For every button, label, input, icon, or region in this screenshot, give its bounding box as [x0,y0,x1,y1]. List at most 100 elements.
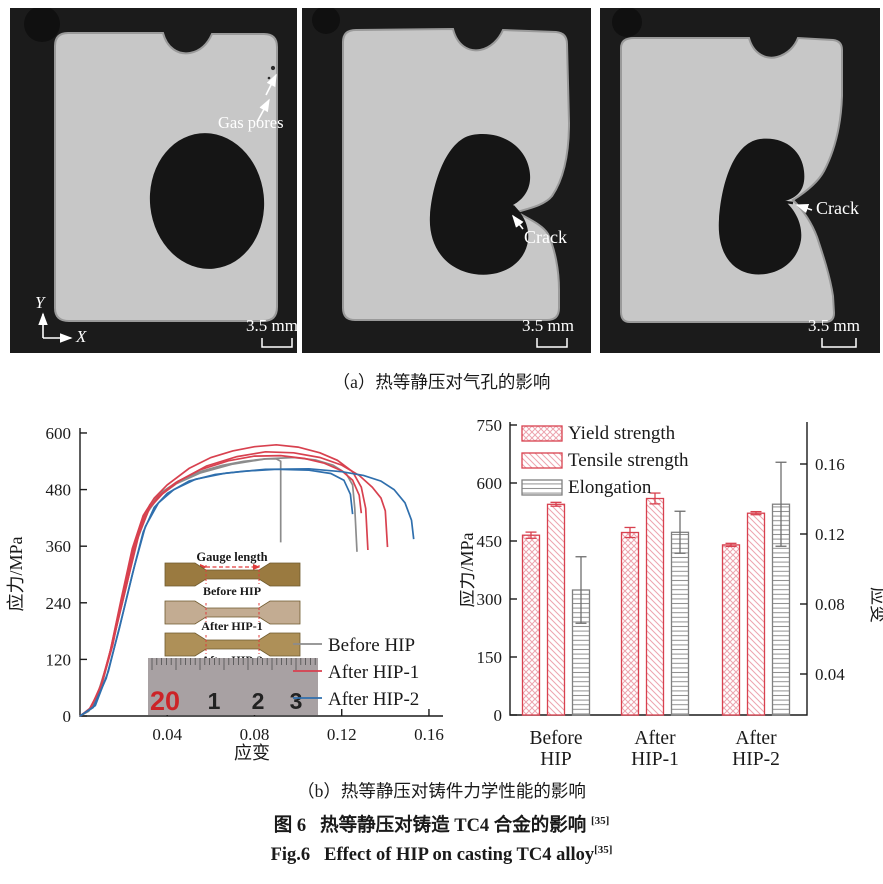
category-label: HIP-2 [732,749,780,770]
category-label: After [634,728,676,749]
mechanical-properties-bar-chart: 0 150 300 450 600 750 0.04 0.08 0.12 0.16 应力/MPa 应变… [460,416,883,770]
scale-bar-label: 3.5 mm [808,316,860,335]
curve-after-hip-2 [79,467,415,717]
scale-bar-label: 3.5 mm [522,316,574,335]
gas-pores-arrow [256,98,270,123]
ruler-number: 3 [290,688,303,714]
left-tick-label: 300 [477,590,503,609]
gas-pore-dot [270,65,276,71]
shrinkage-pore [429,134,531,275]
category-label: Before [529,728,582,749]
x-tick-label: 0.16 [414,725,444,744]
legend-label: Yield strength [568,423,676,444]
scale-bar-label: 3.5 mm [246,316,298,335]
ct-image-after-hip-2: Crack 3.5 mm [600,8,880,353]
bar-yield-strength [620,531,640,716]
x-axis-label: X [76,327,87,346]
ruler-number: 20 [150,686,180,716]
y-tick-label: 240 [46,594,72,613]
y-tick-label: 360 [46,537,72,556]
reference-mark: [35] [594,844,613,856]
y-tick-label: 120 [46,650,72,669]
right-axis-title: 应变 [868,587,883,623]
gauge-length-label: Gauge length [196,550,267,564]
bar-tensile-strength [645,497,665,716]
bar-yield-strength [721,544,741,716]
y-tick-label: 0 [63,707,72,726]
shrinkage-pore [149,133,265,269]
plot-area: 0 150 300 450 600 750 0.04 0.08 0.12 0.16 应力/MPa 应变… [460,416,883,770]
ct-image-after-hip-1: Crack 3.5 mm [302,8,591,353]
gas-pore-dot [267,76,271,80]
left-tick-label: 750 [477,416,503,435]
shrinkage-pore [718,138,805,275]
crack-line [784,200,794,205]
bar-yield-strength [521,534,541,716]
dark-blob [612,8,642,37]
category-label: HIP-1 [631,749,679,770]
legend-label: Before HIP [328,635,415,656]
caption-b: （b）热等静压对铸件力学性能的影响 [297,781,586,801]
ct-image-before-hip: Gas pores 3.5 mm Y X [10,8,298,353]
caption-a: （a）热等静压对气孔的影响 [332,372,551,392]
y-axis-title: 应力/MPa [6,536,26,611]
crack-line [512,205,521,215]
figure-caption-cn: 图 6 热等静压对铸造 TC4 合金的影响 [35] [0,811,883,837]
scale-bar-bracket [821,338,857,348]
figure-number-en: Fig.6 [270,845,311,866]
x-tick-label: 0.08 [240,725,270,744]
crack-label: Crack [524,227,567,247]
x-tick-label: 0.04 [152,725,182,744]
figure-caption-en: Fig.6 Effect of HIP on casting TC4 alloy[… [0,844,883,866]
left-tick-label: 150 [477,648,503,667]
curve-after-hip-1 [79,454,363,717]
y-axis-label: Y [35,293,45,312]
specimen-label: Before HIP [203,584,261,598]
gas-pores-label: Gas pores [218,113,284,132]
figure-title-cn: 热等静压对铸造 TC4 合金的影响 [320,816,587,836]
left-tick-label: 450 [477,532,503,551]
legend-swatch [521,425,563,442]
legend-swatch [521,479,563,496]
figure-number-cn: 图 6 [273,816,307,836]
category-label: HIP [540,749,572,770]
reference-mark: [35] [590,814,610,827]
right-tick-label: 0.16 [815,455,845,474]
dark-blob [312,8,340,34]
ruler-number: 1 [208,688,221,714]
bar-tensile-strength [746,512,766,716]
category-label: After [735,728,777,749]
ruler-number: 2 [252,688,265,714]
ct-specimen-before-hip [24,8,293,348]
bar-tensile-strength [546,503,566,716]
x-tick-label: 0.12 [327,725,357,744]
crack-label: Crack [816,198,859,218]
y-tick-label: 480 [46,481,72,500]
scale-bar-bracket [536,338,568,348]
bar-elongation [670,531,690,716]
left-axis-title: 应力/MPa [460,532,477,607]
x-axis-title: 应变 [234,743,270,763]
crack-arrow [512,214,524,230]
scale-bar-bracket [261,338,293,348]
legend-swatch [521,452,563,469]
legend-label: After HIP-1 [328,662,419,683]
figure-title-en: Effect of HIP on casting TC4 alloy [324,845,595,866]
right-tick-label: 0.04 [815,665,845,684]
left-tick-label: 600 [477,474,503,493]
y-tick-label: 600 [46,424,72,443]
specimen-label: After HIP-1 [201,619,262,633]
right-tick-label: 0.08 [815,595,845,614]
legend-label: After HIP-2 [328,689,419,710]
dark-blob [24,8,60,42]
ct-specimen-after-hip-1 [312,8,571,348]
gas-pores-arrow [265,73,277,96]
left-tick-label: 0 [494,706,503,725]
legend-label: Elongation [568,477,652,498]
crack-arrow [795,203,813,214]
right-tick-label: 0.12 [815,525,845,544]
legend-label: Tensile strength [568,450,689,471]
